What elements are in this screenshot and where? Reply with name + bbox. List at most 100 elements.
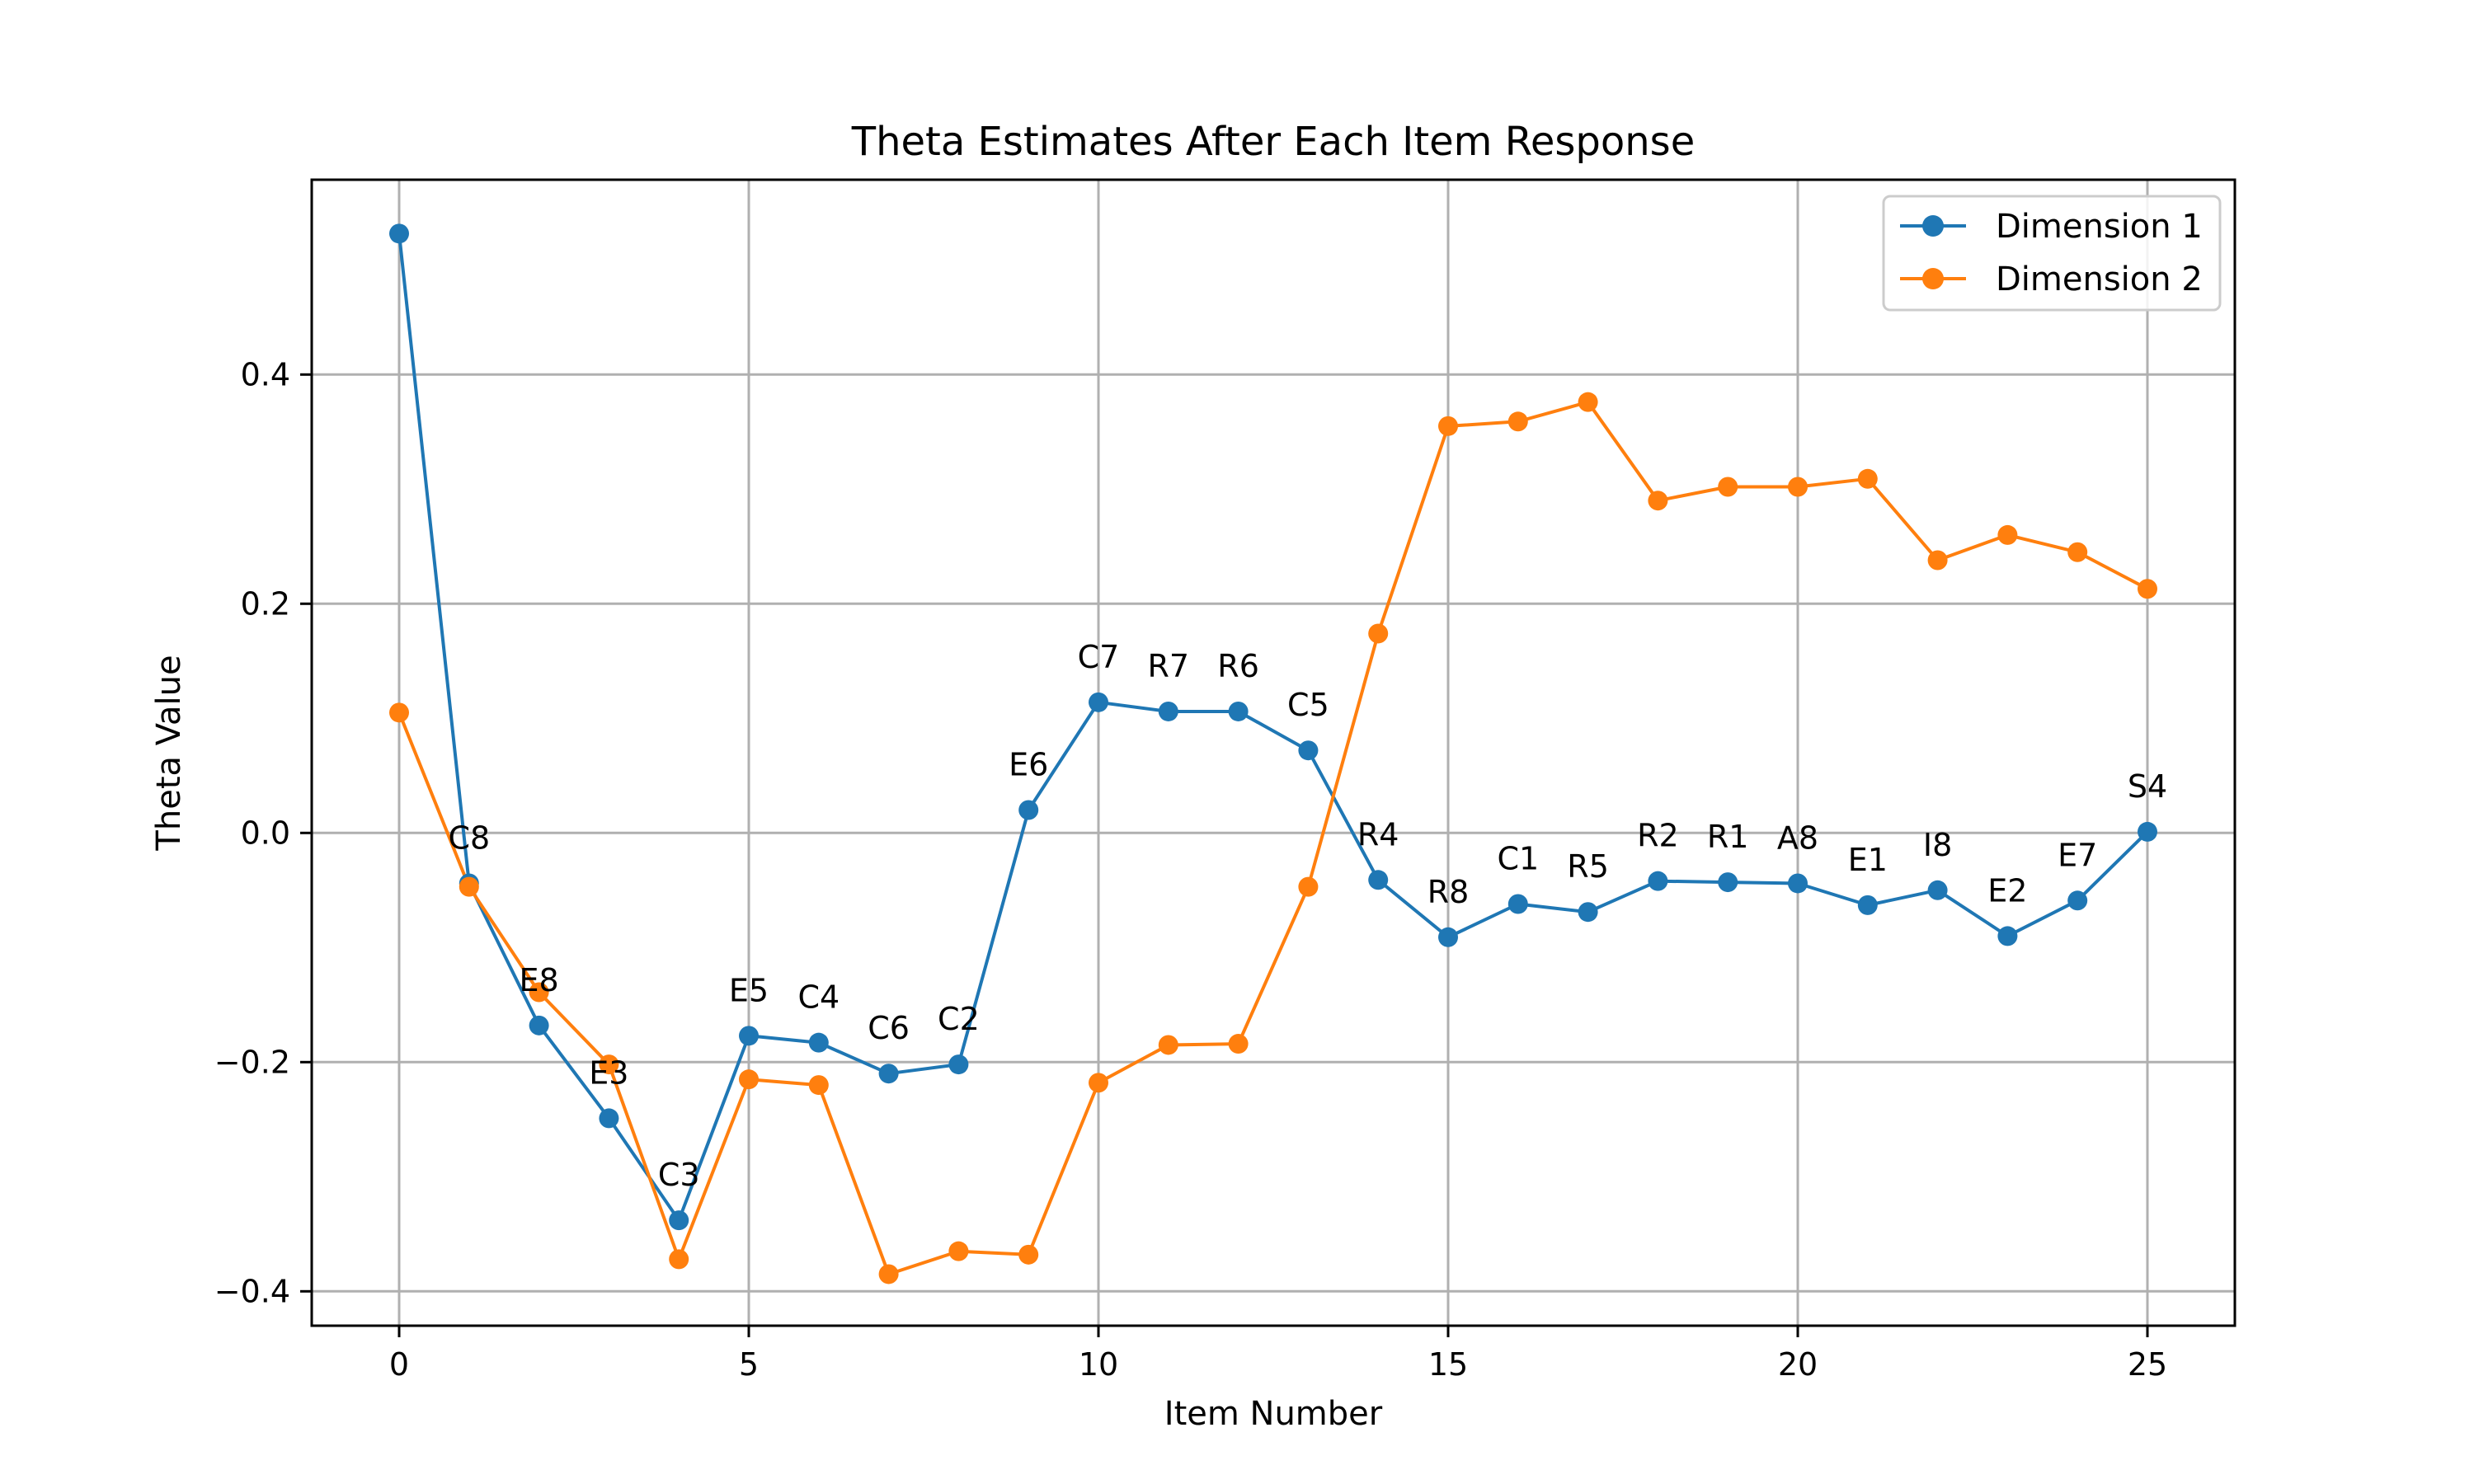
- legend: Dimension 1 Dimension 2: [1882, 195, 2222, 312]
- axis-ticks: 0 5 10 15 20 25 −0.4 −0.2 0.0 0.2 0.4: [214, 356, 2167, 1383]
- data-point-dimension-2: [1997, 524, 2018, 545]
- y-axis-label: Theta Value: [150, 655, 188, 851]
- data-point-dimension-2: [389, 702, 409, 723]
- point-labels: C8 E8 E3 C3 E5 C4 C6 C2 E6 C7 R7 R6 C5 R4 R8 C1 R5 R2 R1 A8…: [448, 639, 2167, 1193]
- point-label: R8: [1427, 874, 1470, 910]
- data-point-dimension-2: [1578, 392, 1598, 412]
- point-label: R4: [1357, 816, 1399, 852]
- point-label: R7: [1148, 648, 1190, 684]
- data-point-dimension-2: [1438, 416, 1458, 436]
- x-tick-label: 20: [1778, 1346, 1818, 1383]
- x-axis-label: Item Number: [1164, 1395, 1383, 1433]
- data-point-dimension-1: [2067, 890, 2088, 911]
- data-point-dimension-1: [1089, 692, 1108, 712]
- point-label: E6: [1009, 747, 1048, 783]
- y-tick-label: 0.0: [241, 815, 290, 851]
- data-point-dimension-1: [1507, 894, 1528, 914]
- point-label: A8: [1777, 819, 1818, 856]
- data-point-dimension-1: [1438, 927, 1458, 947]
- data-point-dimension-2: [878, 1264, 899, 1284]
- x-tick-label: 0: [389, 1346, 409, 1383]
- data-point-dimension-1: [1368, 870, 1389, 890]
- data-point-dimension-1: [2138, 821, 2157, 842]
- data-point-dimension-1: [1158, 701, 1178, 721]
- data-point-dimension-1: [1228, 701, 1249, 721]
- chart-title: Theta Estimates After Each Item Response: [851, 119, 1695, 165]
- legend-marker-dimension-2: [1922, 268, 1944, 289]
- data-point-dimension-2: [1158, 1035, 1178, 1055]
- point-label: E1: [1848, 842, 1888, 878]
- data-point-dimension-1: [739, 1026, 759, 1046]
- y-tick-label: 0.4: [241, 356, 290, 392]
- data-point-dimension-1: [948, 1054, 969, 1075]
- data-point-dimension-1: [529, 1015, 549, 1036]
- series-line-dimension-2: [397, 400, 2148, 1276]
- legend-label-dimension-2: Dimension 2: [1996, 261, 2203, 298]
- x-tick-label: 10: [1079, 1346, 1118, 1383]
- point-label: R5: [1567, 848, 1609, 885]
- x-tick-label: 15: [1428, 1346, 1468, 1383]
- data-point-dimension-2: [1368, 623, 1389, 644]
- plot-frame: [310, 178, 2236, 1327]
- point-label: C2: [938, 1001, 980, 1037]
- data-point-dimension-1: [1788, 873, 1808, 894]
- point-label: E2: [1987, 872, 2027, 909]
- data-point-dimension-1: [1578, 902, 1598, 923]
- data-point-dimension-2: [1648, 491, 1668, 511]
- data-point-dimension-2: [948, 1241, 969, 1261]
- data-point-dimension-2: [1507, 411, 1528, 432]
- data-point-dimension-1: [1927, 880, 1948, 900]
- point-label: C7: [1078, 639, 1120, 675]
- data-point-dimension-2: [2138, 579, 2157, 599]
- data-point-dimension-1: [669, 1210, 689, 1231]
- point-label: E7: [2058, 837, 2097, 873]
- point-label: C5: [1287, 687, 1329, 723]
- point-label: E8: [520, 962, 559, 998]
- data-point-dimension-2: [1298, 876, 1319, 897]
- point-label: R1: [1707, 819, 1749, 855]
- data-point-dimension-2: [1788, 477, 1808, 497]
- data-point-dimension-2: [1089, 1073, 1108, 1093]
- point-label: C8: [448, 819, 490, 856]
- plot-area: [312, 180, 2235, 1326]
- x-tick-label: 25: [2128, 1346, 2167, 1383]
- point-label: C6: [868, 1010, 910, 1046]
- data-point-dimension-1: [389, 223, 409, 244]
- data-point-dimension-2: [739, 1069, 759, 1090]
- point-label: R2: [1637, 818, 1679, 854]
- point-label: C1: [1497, 840, 1539, 876]
- data-point-dimension-1: [808, 1032, 829, 1053]
- point-label: S4: [2128, 768, 2167, 805]
- data-point-dimension-2: [1228, 1034, 1249, 1054]
- data-point-dimension-2: [529, 982, 549, 1003]
- data-point-dimension-2: [2067, 542, 2088, 562]
- data-point-dimension-2: [669, 1249, 689, 1270]
- data-point-dimension-1: [878, 1064, 899, 1084]
- legend-box: [1882, 195, 2222, 312]
- point-label: E5: [729, 972, 769, 1008]
- data-point-dimension-1: [1857, 895, 1878, 915]
- y-tick-label: 0.2: [241, 585, 290, 622]
- data-point-dimension-2: [599, 1054, 619, 1075]
- y-tick-label: −0.4: [214, 1273, 290, 1309]
- data-point-dimension-1: [1718, 872, 1738, 893]
- data-point-dimension-1: [1648, 871, 1668, 891]
- point-label: E3: [589, 1054, 628, 1091]
- series-line-dimension-1: [397, 233, 2149, 1223]
- data-point-dimension-2: [1718, 477, 1738, 497]
- data-point-dimension-2: [1018, 1244, 1039, 1265]
- legend-label-dimension-1: Dimension 1: [1996, 208, 2203, 246]
- data-point-dimension-1: [1018, 800, 1039, 820]
- series-lines: [397, 233, 2149, 1276]
- data-point-dimension-1: [599, 1108, 619, 1129]
- legend-marker-dimension-1: [1922, 215, 1944, 237]
- data-point-dimension-2: [459, 876, 479, 897]
- point-label: C4: [797, 979, 840, 1016]
- point-label: C3: [658, 1157, 700, 1193]
- point-label: R6: [1217, 648, 1259, 684]
- grid: [312, 180, 2235, 1326]
- data-point-dimension-2: [808, 1075, 829, 1096]
- data-point-dimension-1: [1997, 926, 2018, 946]
- data-point-dimension-2: [1927, 550, 1948, 571]
